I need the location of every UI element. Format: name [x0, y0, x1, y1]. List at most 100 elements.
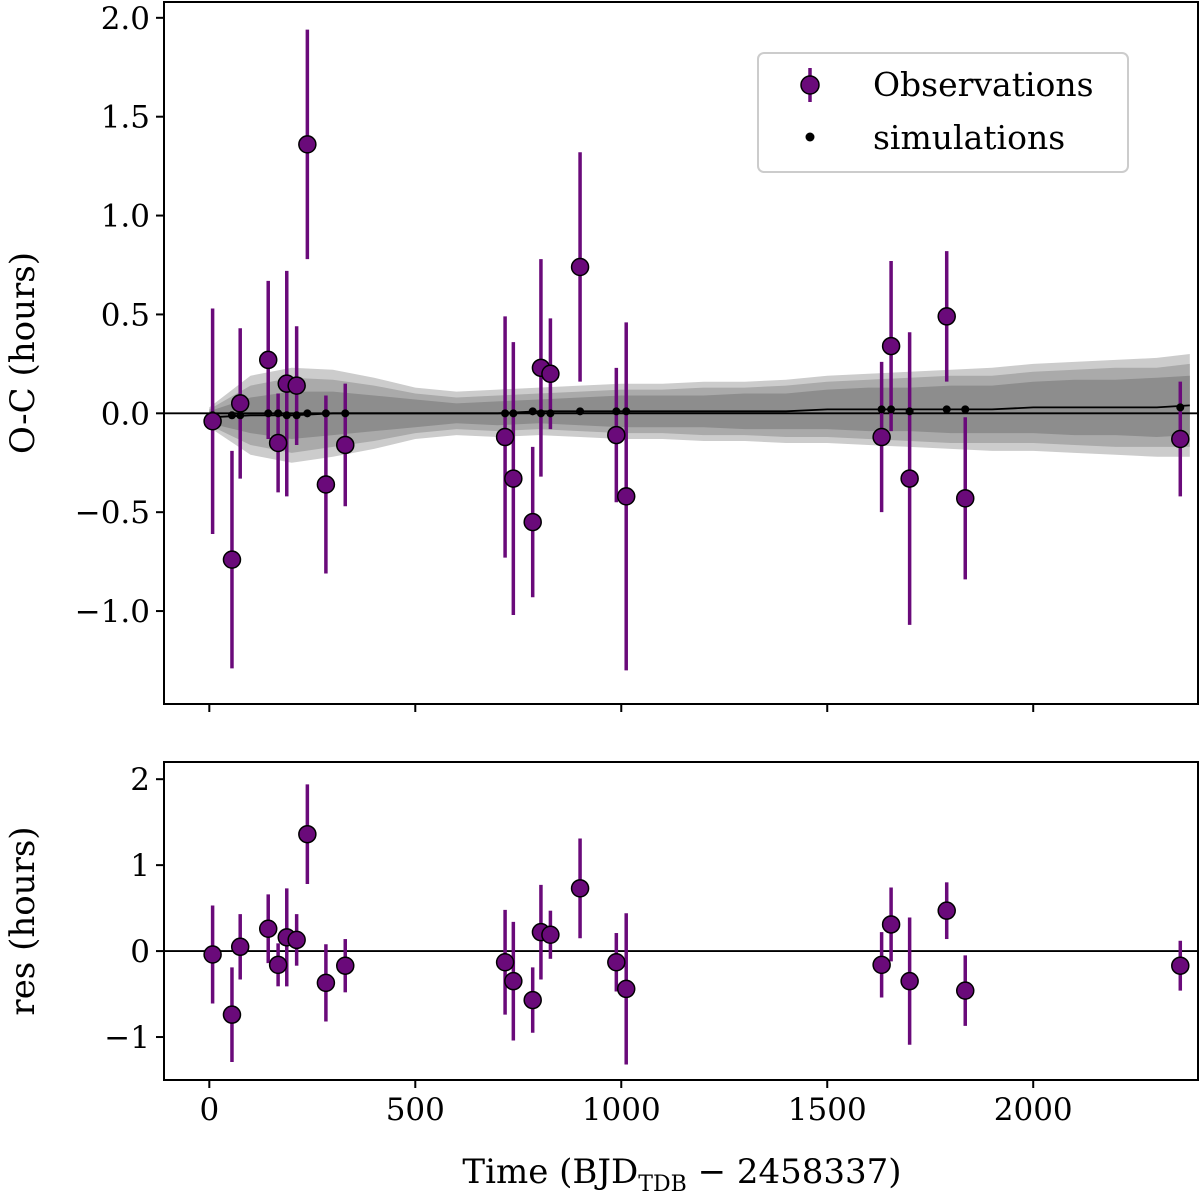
residual-point: [955, 981, 975, 1000]
oc-ytick-label: −1.0: [75, 594, 150, 630]
residual-ytick-label: 1: [130, 848, 150, 884]
observation-point: [607, 425, 626, 445]
residual-plot-frame: [163, 761, 1199, 1081]
oc-ytick-label: 1.0: [101, 199, 150, 235]
residual-point: [230, 937, 250, 957]
residual-point: [937, 901, 956, 920]
residual-ytick-label: 2: [130, 762, 150, 798]
observation-point: [287, 376, 306, 395]
model-curve: [209, 404, 1190, 419]
oc-panel: −1.0 −0.5 0.0 0.5 1.0 1.5 2.0 O-C (hours) Obse…: [3, 1, 1199, 712]
residual-x-ticks: 0 500 1000 1500 2000: [199, 1080, 1073, 1128]
residual-point: [222, 1005, 242, 1024]
residual-point: [541, 925, 560, 945]
simulation-point: [321, 409, 330, 418]
observation-point: [937, 307, 956, 326]
observation-point: [203, 411, 222, 431]
residual-point: [570, 879, 590, 898]
residual-point: [495, 953, 515, 972]
oc-ytick-label: −0.5: [75, 495, 150, 531]
xtick-label: 1500: [788, 1092, 867, 1128]
observation-point: [570, 257, 590, 277]
simulation-point: [341, 409, 350, 418]
x-axis-label-subscript: TDB: [638, 1172, 686, 1195]
simulation-point: [546, 409, 555, 418]
residual-point: [607, 953, 626, 972]
simulation-point: [528, 407, 537, 416]
legend-box: [757, 52, 1129, 173]
residual-ytick-label: 0: [130, 934, 150, 970]
observation-point: [881, 336, 901, 356]
residual-y-axis-label: res (hours): [3, 826, 43, 1015]
xtick-label: 2000: [994, 1092, 1073, 1128]
simulation-point: [282, 411, 291, 420]
simulation-point: [274, 409, 283, 418]
xtick-label: 0: [199, 1092, 219, 1128]
x-axis-label-main: Time (BJD: [462, 1152, 638, 1192]
legend: Observations simulations: [757, 52, 1129, 173]
simulation-point: [942, 405, 951, 414]
simulation-point: [905, 407, 914, 416]
oc-ytick-label: 0.0: [101, 396, 150, 432]
observation-point: [1171, 429, 1190, 449]
residual-point: [316, 973, 336, 993]
confidence-bands: [209, 354, 1190, 463]
residual-point: [616, 979, 636, 999]
observation-point: [872, 427, 891, 447]
observation-point: [222, 550, 242, 569]
legend-observations-label: Observations: [873, 65, 1094, 104]
oc-plot-frame: [163, 1, 1199, 705]
legend-observations-marker: [800, 75, 820, 95]
observation-point: [230, 394, 250, 413]
oc-x-ticks: [208, 704, 1035, 712]
residual-point: [268, 955, 288, 975]
x-axis-label-tail: − 2458337): [687, 1152, 902, 1192]
simulation-point: [1176, 403, 1185, 412]
legend-simulations-marker: [805, 132, 815, 142]
observation-point: [268, 433, 288, 453]
simulation-point: [612, 407, 621, 416]
simulation-point: [536, 409, 545, 418]
legend-simulations-label: simulations: [873, 118, 1065, 157]
simulation-point: [501, 409, 510, 418]
residual-point: [900, 971, 919, 991]
oc-ytick-label: 1.5: [101, 100, 150, 136]
confidence-band-3: [209, 375, 1190, 439]
residual-point: [203, 945, 222, 964]
observation-point: [955, 489, 975, 508]
observation-point: [495, 427, 515, 447]
residual-point: [287, 930, 306, 950]
residual-point: [1171, 956, 1190, 975]
residual-point: [523, 990, 542, 1010]
residual-points: [203, 824, 1190, 1024]
observation-point: [336, 435, 355, 455]
residual-point: [336, 956, 355, 975]
residual-panel: −1 0 1 2 0 500 1000 1500 2000 res (hours) Time …: [3, 761, 1199, 1195]
simulation-point: [303, 409, 312, 418]
xtick-label: 500: [386, 1092, 445, 1128]
observation-point: [504, 469, 523, 488]
residual-point: [881, 915, 901, 934]
simulation-point: [227, 411, 236, 420]
observation-point: [258, 350, 278, 370]
residual-point: [258, 919, 278, 938]
oc-ytick-label: 0.5: [101, 297, 150, 333]
simulation-point: [877, 405, 886, 414]
observation-point: [316, 475, 336, 494]
observation-point: [541, 364, 560, 384]
residual-errorbars: [210, 784, 1183, 1065]
residual-ytick-label: −1: [104, 1020, 150, 1056]
simulation-point: [576, 407, 585, 416]
oc-y-axis-label: O-C (hours): [3, 252, 43, 454]
observation-point: [616, 487, 636, 506]
observation-points: [203, 135, 1190, 569]
observation-point: [900, 469, 919, 488]
residual-point: [504, 971, 523, 991]
simulation-point: [887, 405, 896, 414]
simulation-point: [236, 411, 245, 420]
observation-point: [523, 512, 542, 532]
simulation-point: [622, 407, 631, 416]
residual-point: [298, 824, 317, 844]
oc-y-ticks: −1.0 −0.5 0.0 0.5 1.0 1.5 2.0: [75, 1, 164, 630]
